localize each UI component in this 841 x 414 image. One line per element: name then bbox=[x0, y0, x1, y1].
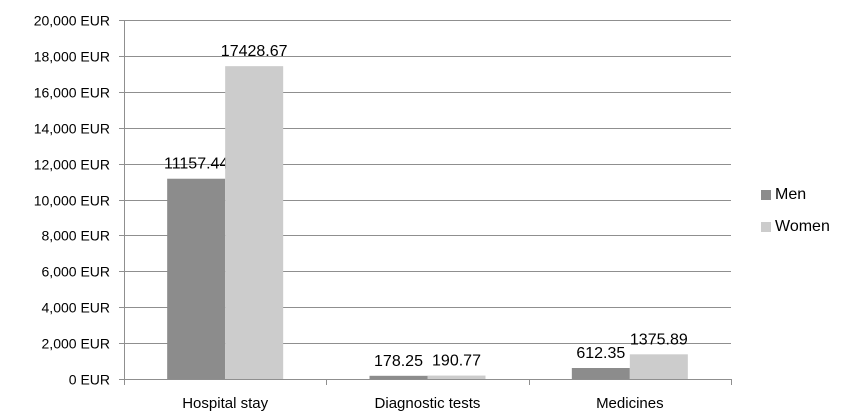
bar-women bbox=[225, 66, 284, 380]
y-tick-label: 18,000 EUR bbox=[34, 49, 110, 65]
y-tick-label: 10,000 EUR bbox=[34, 193, 110, 209]
legend-swatch-women bbox=[761, 222, 771, 232]
bar-women bbox=[629, 354, 688, 379]
legend: Men Women bbox=[761, 185, 830, 249]
y-tick-label: 14,000 EUR bbox=[34, 121, 110, 137]
bar-women bbox=[427, 375, 486, 379]
data-label: 17428.67 bbox=[221, 43, 288, 60]
y-tick-label: 6,000 EUR bbox=[42, 264, 110, 280]
data-label: 178.25 bbox=[374, 353, 423, 370]
data-label: 612.35 bbox=[576, 345, 625, 362]
bar-men bbox=[369, 375, 428, 379]
y-tick-label: 0 EUR bbox=[69, 372, 110, 388]
y-tick-label: 12,000 EUR bbox=[34, 157, 110, 173]
y-tick-label: 20,000 EUR bbox=[34, 13, 110, 29]
data-label: 190.77 bbox=[432, 353, 481, 370]
y-tick-label: 4,000 EUR bbox=[42, 300, 110, 316]
legend-swatch-men bbox=[761, 190, 771, 200]
legend-label-men: Men bbox=[775, 186, 807, 203]
data-label: 11157.44 bbox=[164, 156, 228, 173]
y-tick-label: 8,000 EUR bbox=[42, 228, 110, 244]
bar-men bbox=[167, 178, 226, 379]
bar-men bbox=[571, 368, 630, 379]
x-category-label: Medicines bbox=[596, 395, 664, 412]
legend-item-men: Men bbox=[761, 185, 830, 205]
x-category-label: Hospital stay bbox=[182, 395, 268, 412]
x-category-label: Diagnostic tests bbox=[375, 395, 481, 412]
legend-label-women: Women bbox=[775, 218, 830, 235]
data-label: 1375.89 bbox=[630, 331, 688, 348]
legend-item-women: Women bbox=[761, 217, 830, 237]
y-tick-label: 2,000 EUR bbox=[42, 336, 110, 352]
y-tick-label: 16,000 EUR bbox=[34, 85, 110, 101]
